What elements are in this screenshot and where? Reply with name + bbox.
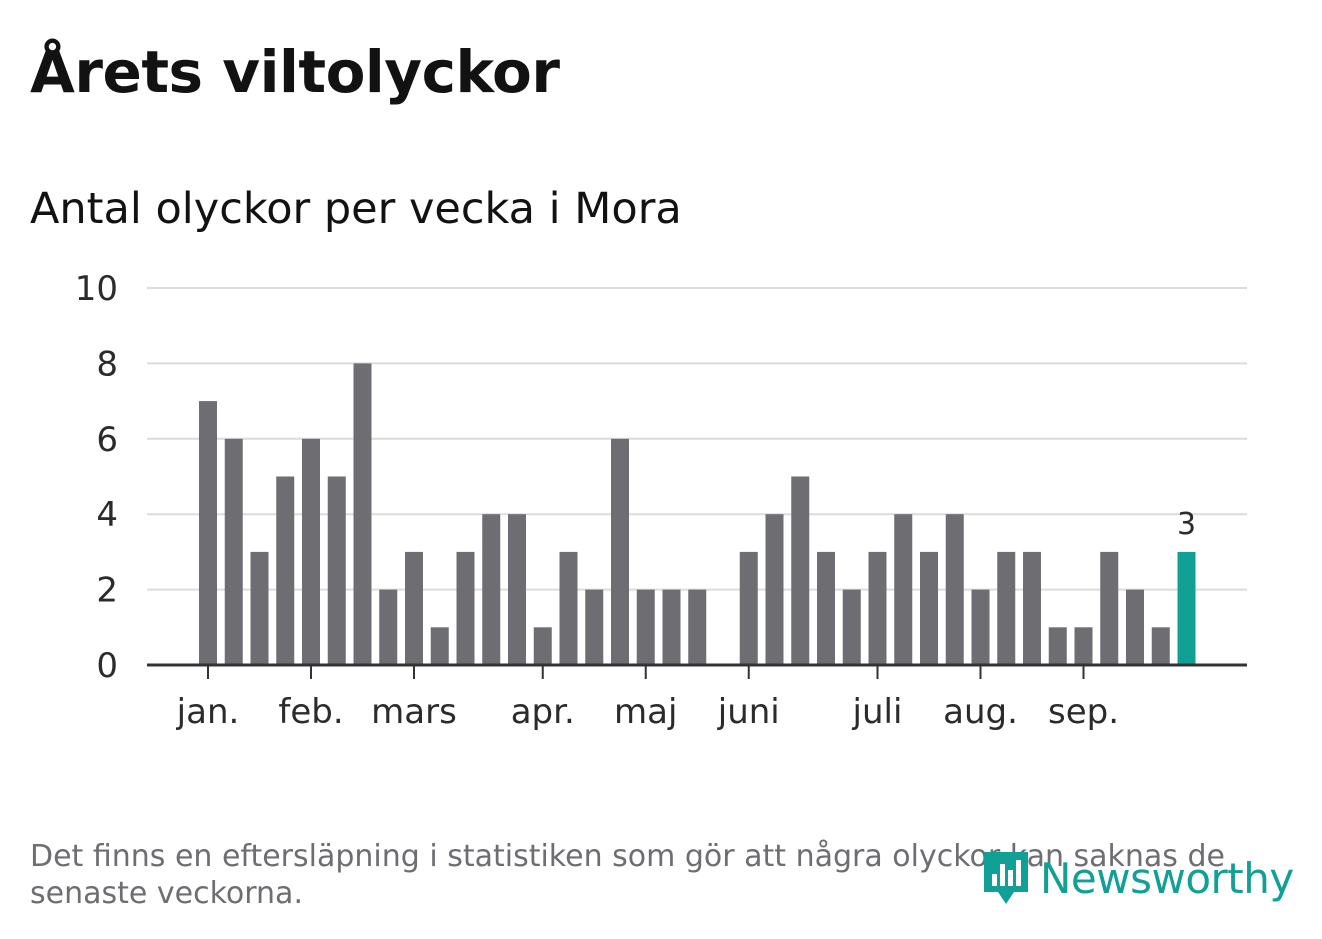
y-tick-label: 4 [96,495,118,535]
bar [971,589,990,665]
bar [662,589,681,665]
bar [611,438,629,665]
bar [688,589,707,665]
x-tick-label: juli [852,692,903,732]
bar [585,589,604,665]
x-tick-label: aug. [943,692,1018,732]
bar [894,514,913,665]
y-tick-label: 0 [96,646,118,686]
bar [405,551,423,665]
y-tick-label: 6 [96,420,118,460]
bar [817,551,835,665]
bar [559,551,578,665]
bar [1126,589,1144,665]
bar [302,438,320,665]
newsworthy-logo: Newsworthy [980,846,1294,910]
bars [199,363,1196,665]
y-tick-label: 2 [96,571,118,611]
bar [1100,551,1119,665]
bar [430,627,449,665]
chart-title: Årets viltolyckor [30,38,560,106]
bar [636,589,655,665]
axes [147,663,1247,679]
bar [1023,551,1041,665]
bar [224,438,243,665]
x-tick-label: jan. [176,692,240,732]
bar [456,551,475,665]
labels: 0 2 4 6 8 10 jan. feb. mars apr. maj juni juli aug. se… [75,269,1196,732]
bar [379,589,398,665]
bar [868,551,887,665]
bar [533,627,552,665]
bar [327,476,346,665]
bar [1048,627,1067,665]
bar [739,551,758,665]
bar [353,363,372,665]
bar-highlight [1177,551,1196,665]
bar [1074,627,1093,665]
bar [945,514,964,665]
bar [765,514,784,665]
x-tick-label: juni [717,692,780,732]
data-label: 3 [1177,507,1196,542]
bar [842,589,861,665]
brand-name: Newsworthy [1040,853,1294,903]
x-tick-label: apr. [511,692,575,732]
bar [920,551,938,665]
y-tick-label: 10 [75,269,118,309]
bar [276,476,295,665]
bar [508,514,526,665]
x-tick-label: feb. [278,692,343,732]
bar [482,514,501,665]
bar [997,551,1016,665]
x-tick-label: maj [614,692,677,732]
bar [250,551,269,665]
bar-chart: 0 2 4 6 8 10 jan. feb. mars apr. maj juni juli aug. se… [75,269,1247,732]
y-tick-label: 8 [96,344,118,384]
x-tick-label: sep. [1048,692,1119,732]
bar [791,476,810,665]
newsworthy-icon [984,852,1028,904]
bar [199,401,217,665]
chart-subtitle: Antal olyckor per vecka i Mora [30,184,682,234]
bar [1151,627,1170,665]
x-tick-label: mars [371,692,457,732]
